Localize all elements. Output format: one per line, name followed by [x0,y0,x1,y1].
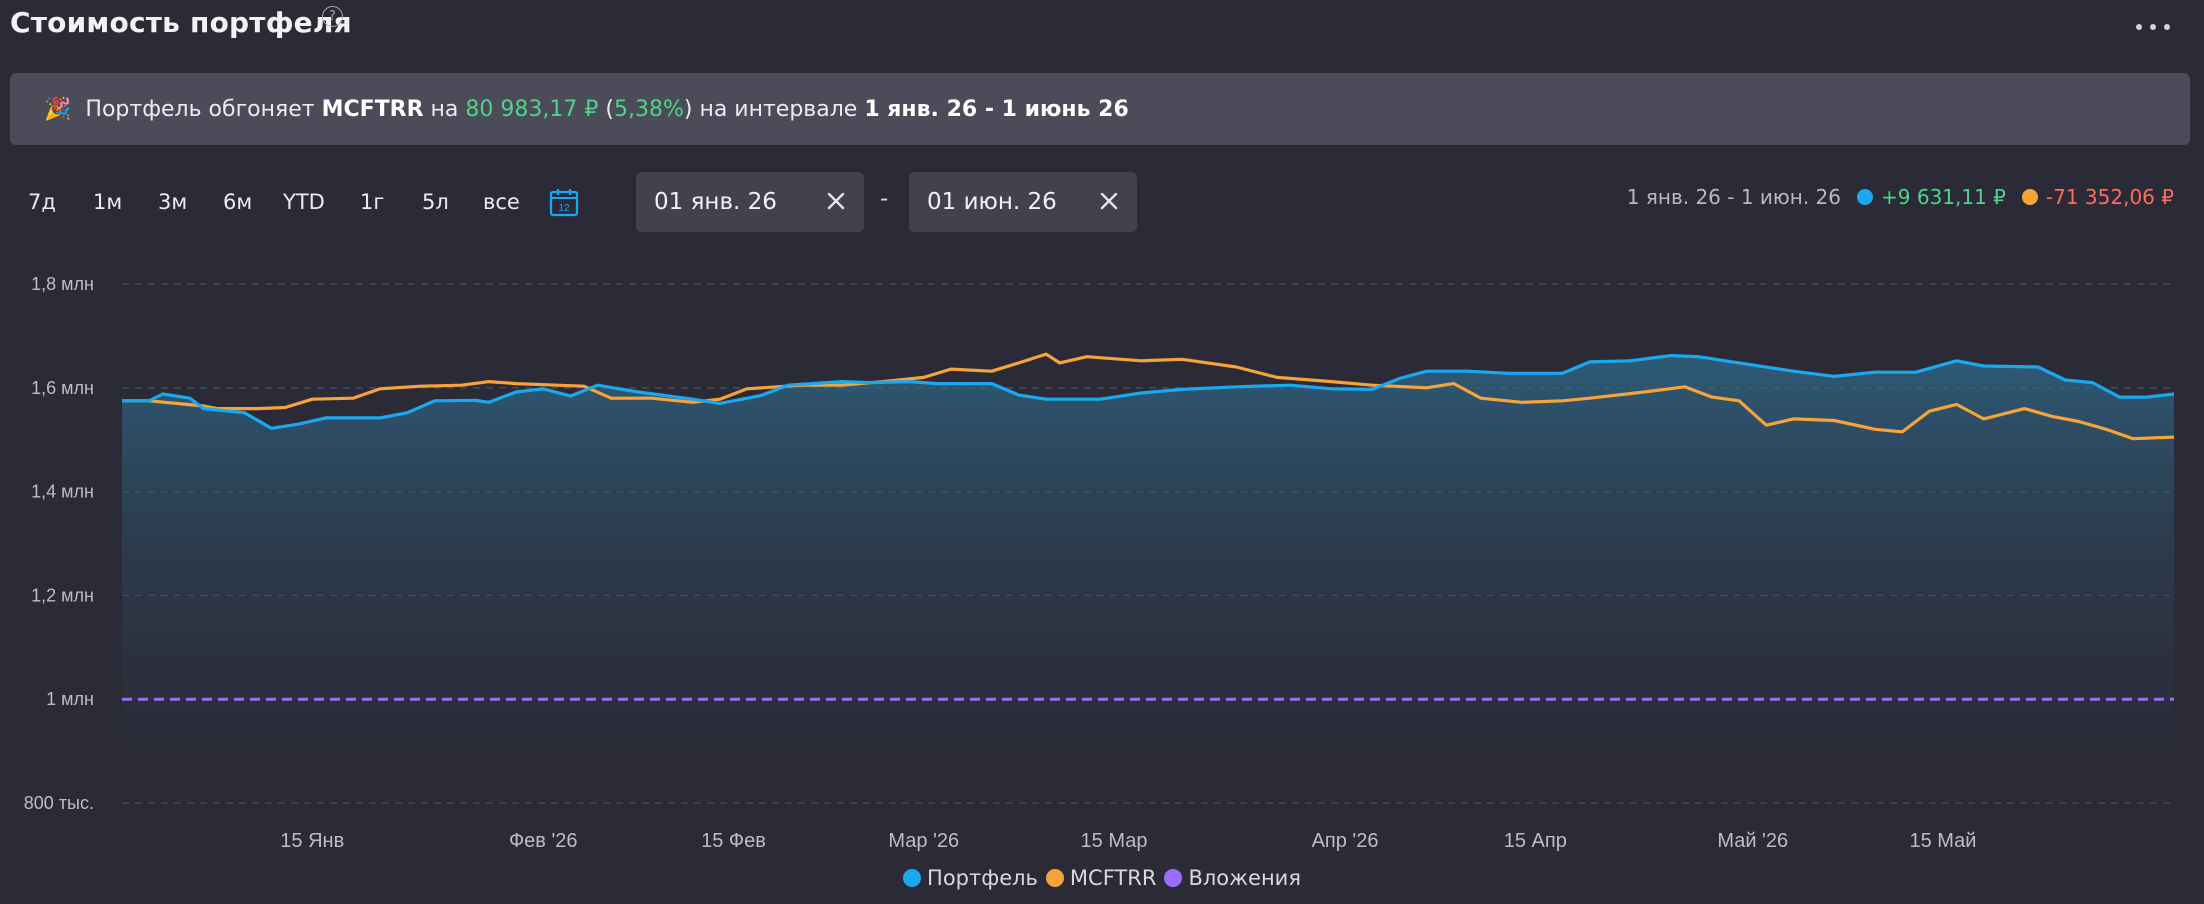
y-tick-label: 1,4 млн [31,482,94,502]
y-tick-label: 1 млн [46,689,94,709]
banner-range: 1 янв. 26 - 1 июнь 26 [864,96,1129,122]
portfolio-area [122,355,2174,803]
index-dot-icon [2021,189,2038,205]
period-1m-button[interactable]: 1м [93,190,123,214]
legend-investments-label: Вложения [1188,866,1301,890]
y-tick-label: 1,2 млн [31,585,94,605]
banner-percent: 5,38% [613,96,684,122]
x-tick-label: 15 Янв [280,830,344,852]
date-to-field[interactable]: 01 июн. 26 [909,172,1137,232]
calendar-icon[interactable]: 12 [548,186,580,218]
portfolio-dot-icon [1857,189,1873,205]
y-tick-label: 800 тыс. [24,793,94,813]
period-stats: 1 янв. 26 - 1 июн. 26 +9 631,11 ₽ -71 35… [1627,185,2174,209]
legend-item-portfolio[interactable]: Портфель [903,866,1038,890]
x-tick-label: 15 Апр [1504,830,1567,852]
clear-date-to-icon[interactable] [1097,189,1121,213]
mcftrr-line[interactable] [122,352,2175,441]
period-5y-button[interactable]: 5л [422,190,449,214]
x-tick-label: Май '26 [1717,830,1788,852]
banner-text-on: на [430,96,459,122]
banner-text-lead: Портфель обгоняет [85,96,315,122]
period-7d-button[interactable]: 7д [28,190,56,214]
legend-item-index[interactable]: MCFTRR [1045,866,1157,890]
clear-date-from-icon[interactable] [824,189,848,213]
stats-index-delta: -71 352,06 ₽ [2045,185,2174,209]
x-tick-label: Мар '26 [888,830,959,852]
banner-amount: 80 983,17 ₽ [465,96,599,122]
legend-index-dot-icon [1045,869,1064,887]
period-6m-button[interactable]: 6м [223,190,253,214]
date-from-value: 01 янв. 26 [654,189,777,215]
page-title: Стоимость портфеля [10,6,352,39]
period-1y-button[interactable]: 1г [360,190,385,214]
banner-index-name: MCFTRR [321,96,424,122]
legend-index-label: MCFTRR [1069,866,1157,890]
date-from-field[interactable]: 01 янв. 26 [636,172,864,232]
date-separator: - [880,186,889,212]
help-icon[interactable]: ? [322,6,343,27]
outperformance-banner: 🎉 Портфель обгоняет MCFTRR на 80 983,17 … [10,73,2190,145]
stats-period: 1 янв. 26 - 1 июн. 26 [1626,185,1841,209]
legend-portfolio-label: Портфель [927,866,1038,890]
legend-portfolio-dot-icon [903,869,922,887]
legend-item-investments[interactable]: Вложения [1164,866,1301,890]
x-tick-label: 15 Май [1909,830,1976,852]
chart-legend: Портфель MCFTRR Вложения [0,866,2204,890]
y-tick-label: 1,6 млн [31,378,94,398]
portfolio-line[interactable] [122,354,2175,430]
x-tick-label: Апр '26 [1312,830,1379,852]
date-to-value: 01 июн. 26 [927,189,1057,215]
y-tick-label: 1,8 млн [31,274,94,294]
x-tick-label: Фев '26 [509,830,578,852]
more-options-icon[interactable] [2136,10,2170,44]
period-all-button[interactable]: все [483,190,520,214]
svg-text:12: 12 [558,203,570,214]
party-popper-icon: 🎉 [44,96,72,122]
legend-investments-dot-icon [1164,869,1183,887]
x-tick-label: 15 Мар [1081,830,1148,852]
stats-portfolio-delta: +9 631,11 ₽ [1881,185,2006,209]
period-3m-button[interactable]: 3м [158,190,188,214]
banner-text-interval: на интервале [699,96,858,122]
period-ytd-button[interactable]: YTD [283,190,325,214]
x-tick-label: 15 Фев [701,830,766,852]
